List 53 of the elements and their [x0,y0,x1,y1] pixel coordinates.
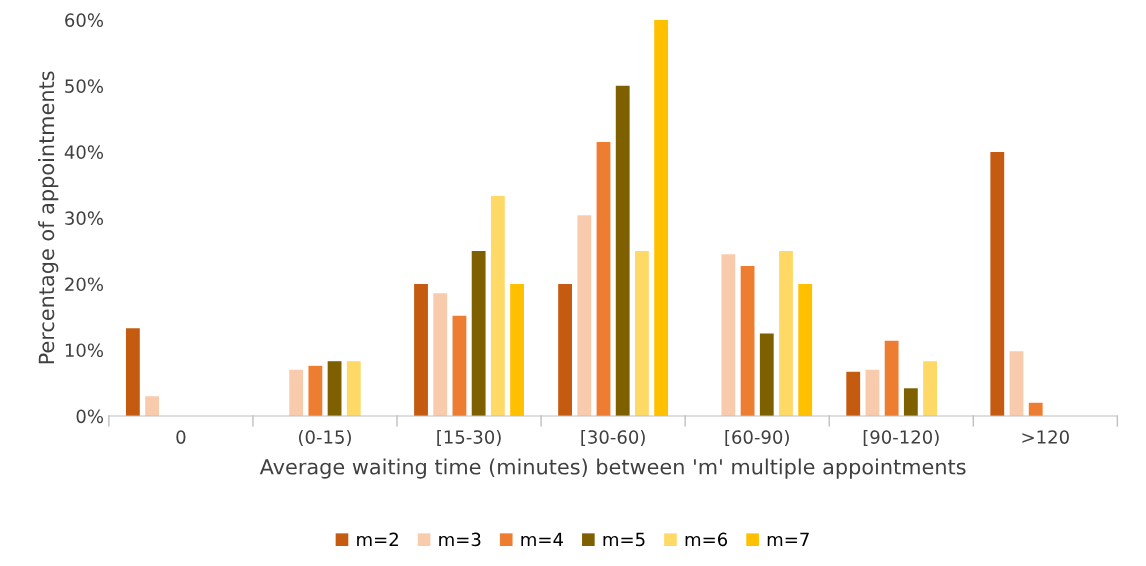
bar [884,340,899,417]
x-tick-label: (0-15) [298,429,351,446]
bar [145,396,160,417]
x-tick-label: [90-120) [863,429,939,446]
bar [923,361,937,417]
bar [721,254,736,417]
x-tick-label: 0 [176,430,186,444]
bar [510,283,524,417]
legend-label: m=4 [521,532,563,546]
legend-label: m=3 [439,532,481,547]
y-axis-title: Percentage of appointments [38,71,59,364]
bar [990,151,1005,417]
y-tick-label: 40% [64,145,104,159]
bar [759,333,774,417]
legend-label: m=5 [603,532,645,547]
bar [308,365,323,417]
x-tick-label: [15-30) [437,429,501,446]
bar [471,250,486,417]
bar [1028,402,1043,417]
bar [452,315,467,417]
bar [558,283,572,417]
bar [798,283,813,417]
bar [865,369,880,417]
bar [289,369,304,417]
bar [779,250,793,417]
bar [125,328,140,417]
y-tick-label: 30% [65,211,104,226]
bar [596,141,611,417]
y-tick-label: 10% [65,343,104,358]
bar [1009,351,1024,417]
bar [577,215,592,417]
x-tick-label: >120 [1022,430,1069,444]
bar [433,293,448,417]
bar [490,196,505,417]
bar [846,371,861,417]
bar [414,283,428,417]
bar [654,19,669,417]
bar [740,266,755,417]
x-tick-label: [60-90) [725,429,789,446]
x-axis-title: Average waiting time (minutes) between 'm' multiple appointments [259,458,966,479]
y-tick-label: 50% [65,79,104,93]
bar [327,361,342,417]
bar [615,85,630,417]
y-tick-label: 0% [76,409,104,424]
bar [903,388,918,417]
legend-label: m=7 [767,532,809,546]
legend-label: m=6 [685,532,728,547]
legend-label: m=2 [357,532,398,546]
x-tick-label: [30-60) [581,429,645,446]
bar [346,361,361,417]
bar [635,250,649,417]
y-tick-label: 20% [65,277,104,292]
y-tick-label: 60% [65,13,104,27]
